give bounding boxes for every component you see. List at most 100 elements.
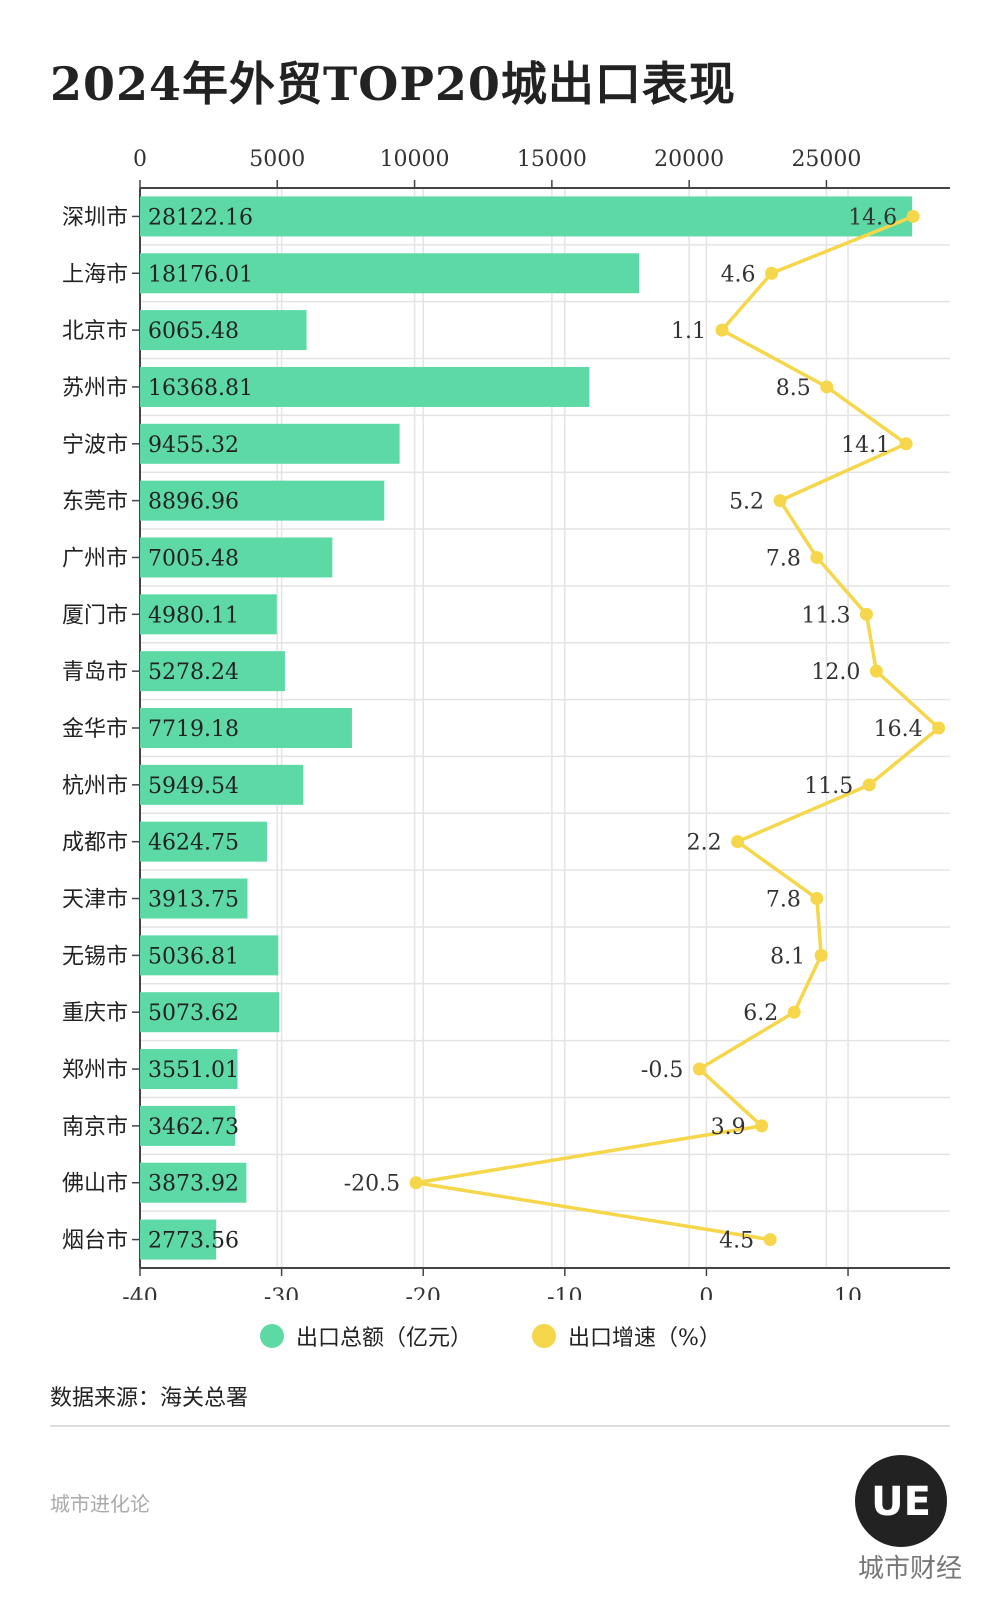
- category-label: 南京市: [62, 1115, 128, 1140]
- legend-item-export: 出口总额（亿元）: [260, 1320, 472, 1352]
- growth-value-label: 11.3: [801, 603, 850, 628]
- bar-value-label: 16368.81: [148, 376, 253, 401]
- bar-value-label: 18176.01: [148, 262, 253, 287]
- bar: [140, 366, 590, 407]
- source-note: 数据来源：海关总署: [50, 1386, 249, 1411]
- legend: 出口总额（亿元） 出口增速（%）: [260, 1320, 721, 1352]
- bar-value-label: 3551.01: [148, 1058, 239, 1083]
- bar: [140, 594, 277, 635]
- brand-name: 城市进化论: [50, 1492, 150, 1516]
- growth-value-label: 14.1: [841, 433, 890, 458]
- logo-text: UE: [871, 1479, 931, 1525]
- growth-point: [692, 1062, 706, 1076]
- growth-point: [773, 494, 787, 508]
- category-label: 烟台市: [62, 1229, 128, 1254]
- growth-point: [906, 209, 920, 223]
- bar-value-label: 5073.62: [148, 1001, 239, 1026]
- growth-point: [820, 380, 834, 394]
- bottom-axis-tick-label: -10: [547, 1285, 582, 1300]
- category-label: 苏州市: [62, 376, 128, 401]
- category-label: 厦门市: [62, 603, 128, 628]
- bar-value-label: 3873.92: [148, 1172, 239, 1197]
- legend-line-swatch: [532, 1324, 557, 1348]
- growth-value-label: 8.1: [770, 944, 805, 969]
- bar-value-label: 4980.11: [148, 603, 239, 628]
- bar-value-label: 3913.75: [148, 888, 239, 913]
- growth-point: [814, 948, 828, 962]
- bar: [140, 935, 279, 976]
- top-axis-tick-label: 0: [133, 147, 147, 172]
- growth-value-label: 8.5: [776, 376, 811, 401]
- category-label: 青岛市: [62, 660, 128, 685]
- bottom-axis-tick-label: -20: [405, 1285, 440, 1300]
- bottom-axis-tick-label: 10: [834, 1285, 862, 1300]
- top-axis-tick-label: 10000: [380, 147, 450, 172]
- growth-value-label: 7.8: [766, 546, 801, 571]
- bar: [140, 1105, 236, 1146]
- category-label: 北京市: [62, 319, 128, 344]
- growth-value-label: 6.2: [743, 1001, 778, 1026]
- bar: [140, 537, 333, 578]
- bar-value-label: 9455.32: [148, 433, 239, 458]
- bottom-axis-tick-label: -30: [264, 1285, 299, 1300]
- growth-point: [810, 550, 824, 564]
- top-axis-tick-label: 25000: [791, 147, 861, 172]
- growth-point: [787, 1005, 801, 1019]
- bar-value-label: 3462.73: [148, 1115, 239, 1140]
- bar: [140, 1219, 217, 1260]
- bar-value-label: 5278.24: [148, 660, 239, 685]
- bottom-axis-tick-label: -40: [122, 1285, 157, 1300]
- bar-value-label: 28122.16: [148, 205, 253, 230]
- category-label: 宁波市: [62, 433, 128, 458]
- category-label: 上海市: [62, 262, 128, 287]
- top-axis-tick-label: 15000: [517, 147, 587, 172]
- category-label: 天津市: [62, 888, 128, 913]
- category-label: 深圳市: [62, 205, 128, 230]
- growth-value-label: 12.0: [811, 660, 860, 685]
- growth-point: [765, 266, 779, 280]
- bar: [140, 708, 352, 748]
- top-axis-tick-label: 20000: [654, 147, 724, 172]
- category-label: 成都市: [62, 831, 128, 856]
- growth-value-label: 3.9: [711, 1115, 746, 1140]
- growth-point: [755, 1119, 769, 1133]
- bar: [140, 1162, 247, 1203]
- chart-svg: 0 5000 10000 15000 20000 25000 -40 -30 -20 -10 0 10…: [62, 147, 950, 1300]
- bar: [140, 1049, 238, 1090]
- bar: [140, 651, 285, 692]
- category-label: 佛山市: [62, 1172, 128, 1197]
- growth-point: [715, 323, 729, 337]
- legend-label-export: 出口总额（亿元）: [296, 1326, 473, 1351]
- growth-value-label: 2.2: [687, 831, 722, 856]
- bar-value-label: 7719.18: [148, 717, 239, 742]
- bar-value-label: 8896.96: [148, 490, 239, 515]
- growth-value-label: 1.1: [671, 319, 706, 344]
- growth-point: [409, 1176, 423, 1190]
- growth-point: [859, 607, 873, 621]
- growth-point: [862, 778, 876, 792]
- corner-watermark: 城市财经: [858, 1554, 963, 1584]
- bar-value-label: 2773.56: [148, 1229, 239, 1254]
- growth-point: [763, 1233, 777, 1247]
- bar-value-label: 5949.54: [148, 774, 239, 799]
- category-label: 金华市: [62, 717, 128, 742]
- growth-value-label: 7.8: [766, 888, 801, 913]
- growth-value-label: 11.5: [804, 774, 853, 799]
- chart-title: 2024年外贸TOP20城出口表现: [50, 57, 736, 111]
- divider: [50, 1425, 950, 1427]
- bar-value-label: 6065.48: [148, 319, 239, 344]
- growth-value-label: -0.5: [641, 1058, 683, 1083]
- growth-value-label: -20.5: [344, 1172, 400, 1197]
- growth-point: [869, 664, 883, 678]
- bar: [140, 310, 307, 351]
- growth-point: [810, 892, 824, 906]
- growth-value-label: 5.2: [729, 490, 764, 515]
- legend-bar-swatch: [260, 1324, 284, 1348]
- legend-item-growth: 出口增速（%）: [532, 1320, 721, 1352]
- growth-value-label: 4.5: [719, 1229, 754, 1254]
- growth-point: [932, 721, 946, 735]
- top-axis-tick-label: 5000: [249, 147, 305, 172]
- category-label: 杭州市: [62, 774, 128, 799]
- category-label: 郑州市: [62, 1058, 128, 1083]
- bar: [140, 764, 304, 805]
